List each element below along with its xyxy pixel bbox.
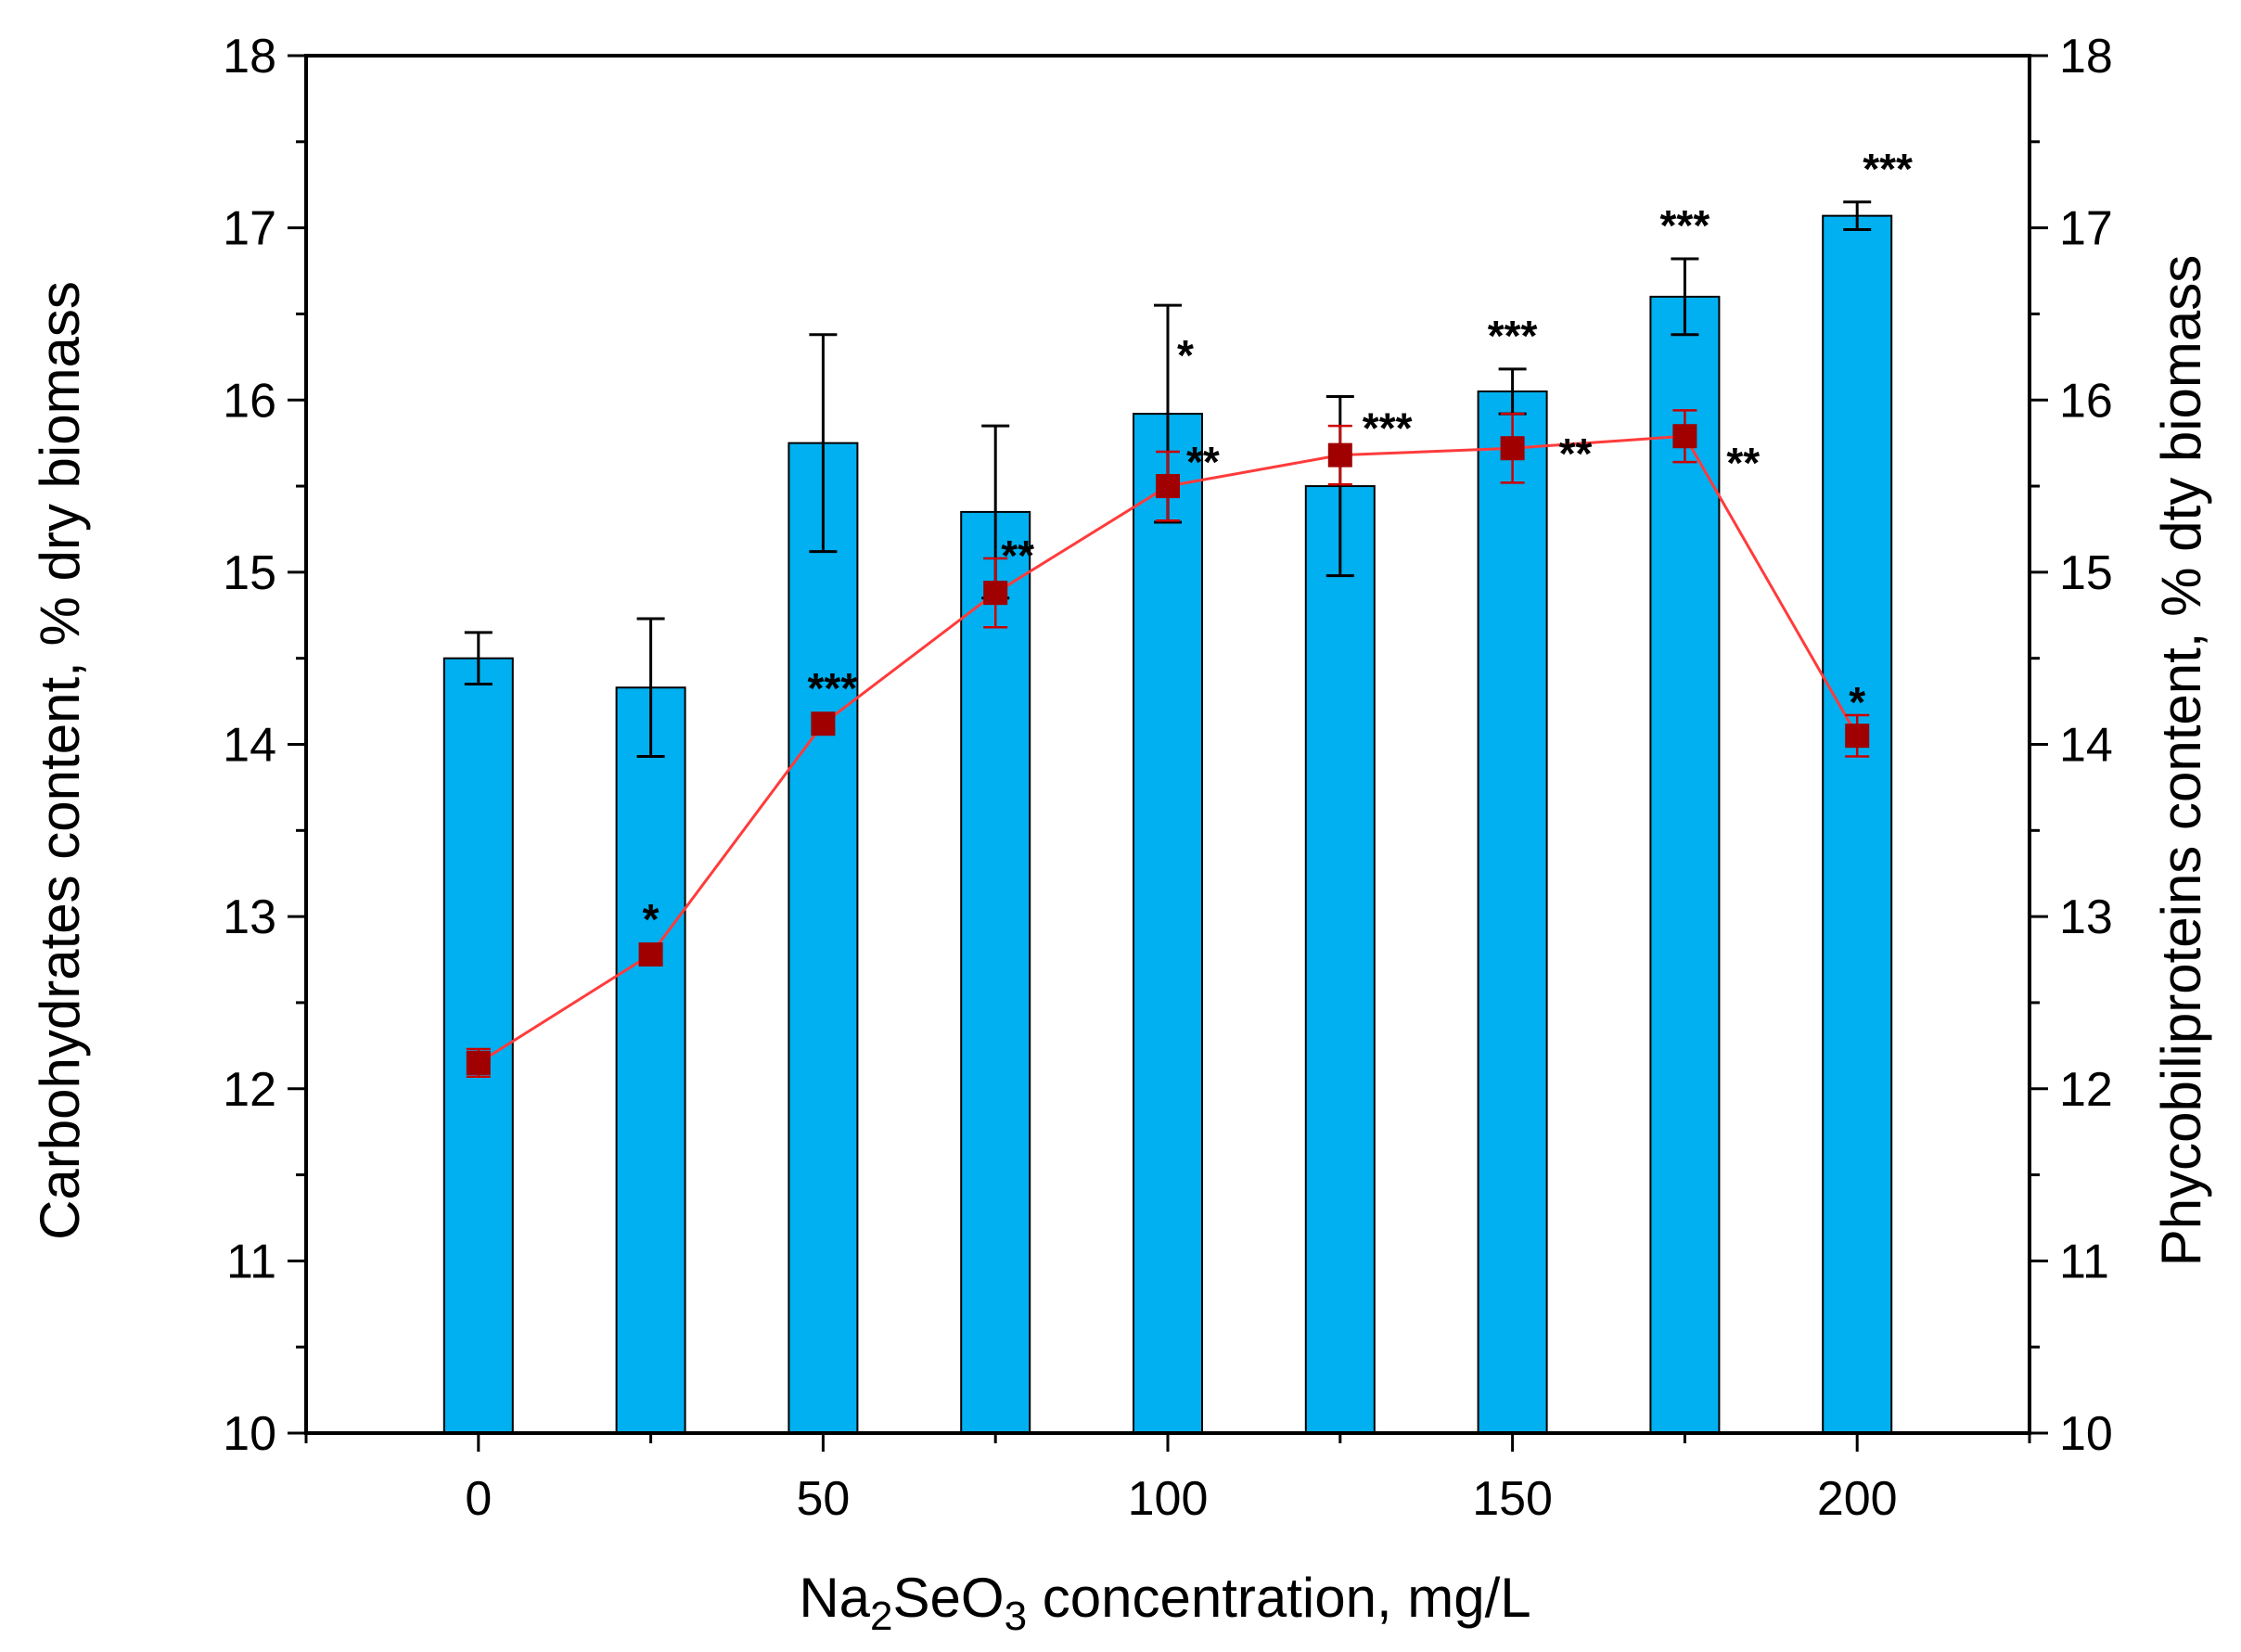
bar-175 — [1649, 295, 1721, 1434]
line-significance-75: ** — [1001, 531, 1034, 580]
bar-75 — [960, 510, 1031, 1434]
axes-layer — [288, 54, 2048, 1452]
line-significance-150: ** — [1559, 429, 1593, 478]
y-tick-label-left-15: 15 — [223, 546, 276, 600]
y-tick-label-left-12: 12 — [223, 1063, 276, 1117]
line-layer — [466, 409, 1870, 1079]
y-tick-label-right-16: 16 — [2059, 374, 2113, 428]
line-significance-50: *** — [808, 664, 858, 712]
line-marker-100 — [1156, 474, 1180, 499]
y-tick-label-left-14: 14 — [223, 719, 276, 773]
bars-layer — [442, 214, 1893, 1435]
y-tick-label-left-10: 10 — [223, 1407, 276, 1461]
bar-150 — [1477, 390, 1548, 1434]
y-tick-label-right-10: 10 — [2059, 1407, 2113, 1461]
y-axis-title-left: Carbohydrates content, % dry biomass — [29, 281, 91, 1240]
y-tick-label-left-13: 13 — [223, 890, 276, 944]
bar-125 — [1304, 485, 1376, 1434]
x-tick-label-0: 0 — [465, 1472, 492, 1526]
y-axis-title-right: Phycobiliproteins content, % dty biomass — [2150, 255, 2212, 1267]
bar-200 — [1822, 214, 1893, 1435]
line-marker-50 — [811, 711, 836, 736]
x-tick-label-100: 100 — [1128, 1472, 1209, 1526]
line-marker-200 — [1845, 724, 1870, 749]
line-marker-25 — [638, 941, 663, 967]
bar-significance-125: *** — [1363, 404, 1413, 453]
y-tick-label-left-18: 18 — [223, 30, 276, 83]
y-tick-label-right-12: 12 — [2059, 1063, 2113, 1117]
line-marker-0 — [466, 1050, 491, 1075]
labels-layer: 10 10 11 11 12 12 13 13 14 14 15 15 16 16 17 17 18 18 0 50 1… — [223, 30, 2113, 1526]
line-marker-125 — [1327, 442, 1352, 467]
x-tick-label-50: 50 — [796, 1472, 850, 1526]
bar-50 — [788, 442, 859, 1434]
y-tick-label-left-16: 16 — [223, 374, 276, 428]
line-significance-175: ** — [1726, 439, 1760, 487]
y-tick-label-right-17: 17 — [2059, 202, 2113, 256]
x-tick-label-200: 200 — [1817, 1472, 1898, 1526]
y-tick-label-right-14: 14 — [2059, 719, 2113, 773]
y-tick-label-right-11: 11 — [2059, 1235, 2109, 1288]
x-axis-title: Na2SeO3 concentration, mg/L — [799, 1567, 1530, 1639]
y-tick-label-left-17: 17 — [223, 202, 276, 256]
line-significance-25: * — [643, 895, 659, 943]
bar-25 — [615, 686, 686, 1434]
line-marker-75 — [983, 581, 1008, 606]
bar-significance-150: *** — [1488, 312, 1538, 360]
y-tick-label-right-18: 18 — [2059, 30, 2113, 83]
x-tick-label-150: 150 — [1472, 1472, 1553, 1526]
bar-100 — [1133, 413, 1203, 1435]
bar-significance-175: *** — [1660, 201, 1710, 250]
y-tick-label-right-13: 13 — [2059, 890, 2113, 944]
bar-significance-100: * — [1177, 331, 1194, 379]
y-tick-label-left-11: 11 — [226, 1235, 276, 1288]
line-marker-150 — [1500, 436, 1525, 461]
line-significance-200: * — [1849, 678, 1865, 726]
y-tick-label-right-15: 15 — [2059, 546, 2113, 600]
line-marker-175 — [1672, 424, 1697, 449]
line-significance-100: ** — [1186, 438, 1220, 486]
bar-0 — [442, 657, 514, 1434]
bar-significance-200: *** — [1863, 145, 1913, 193]
